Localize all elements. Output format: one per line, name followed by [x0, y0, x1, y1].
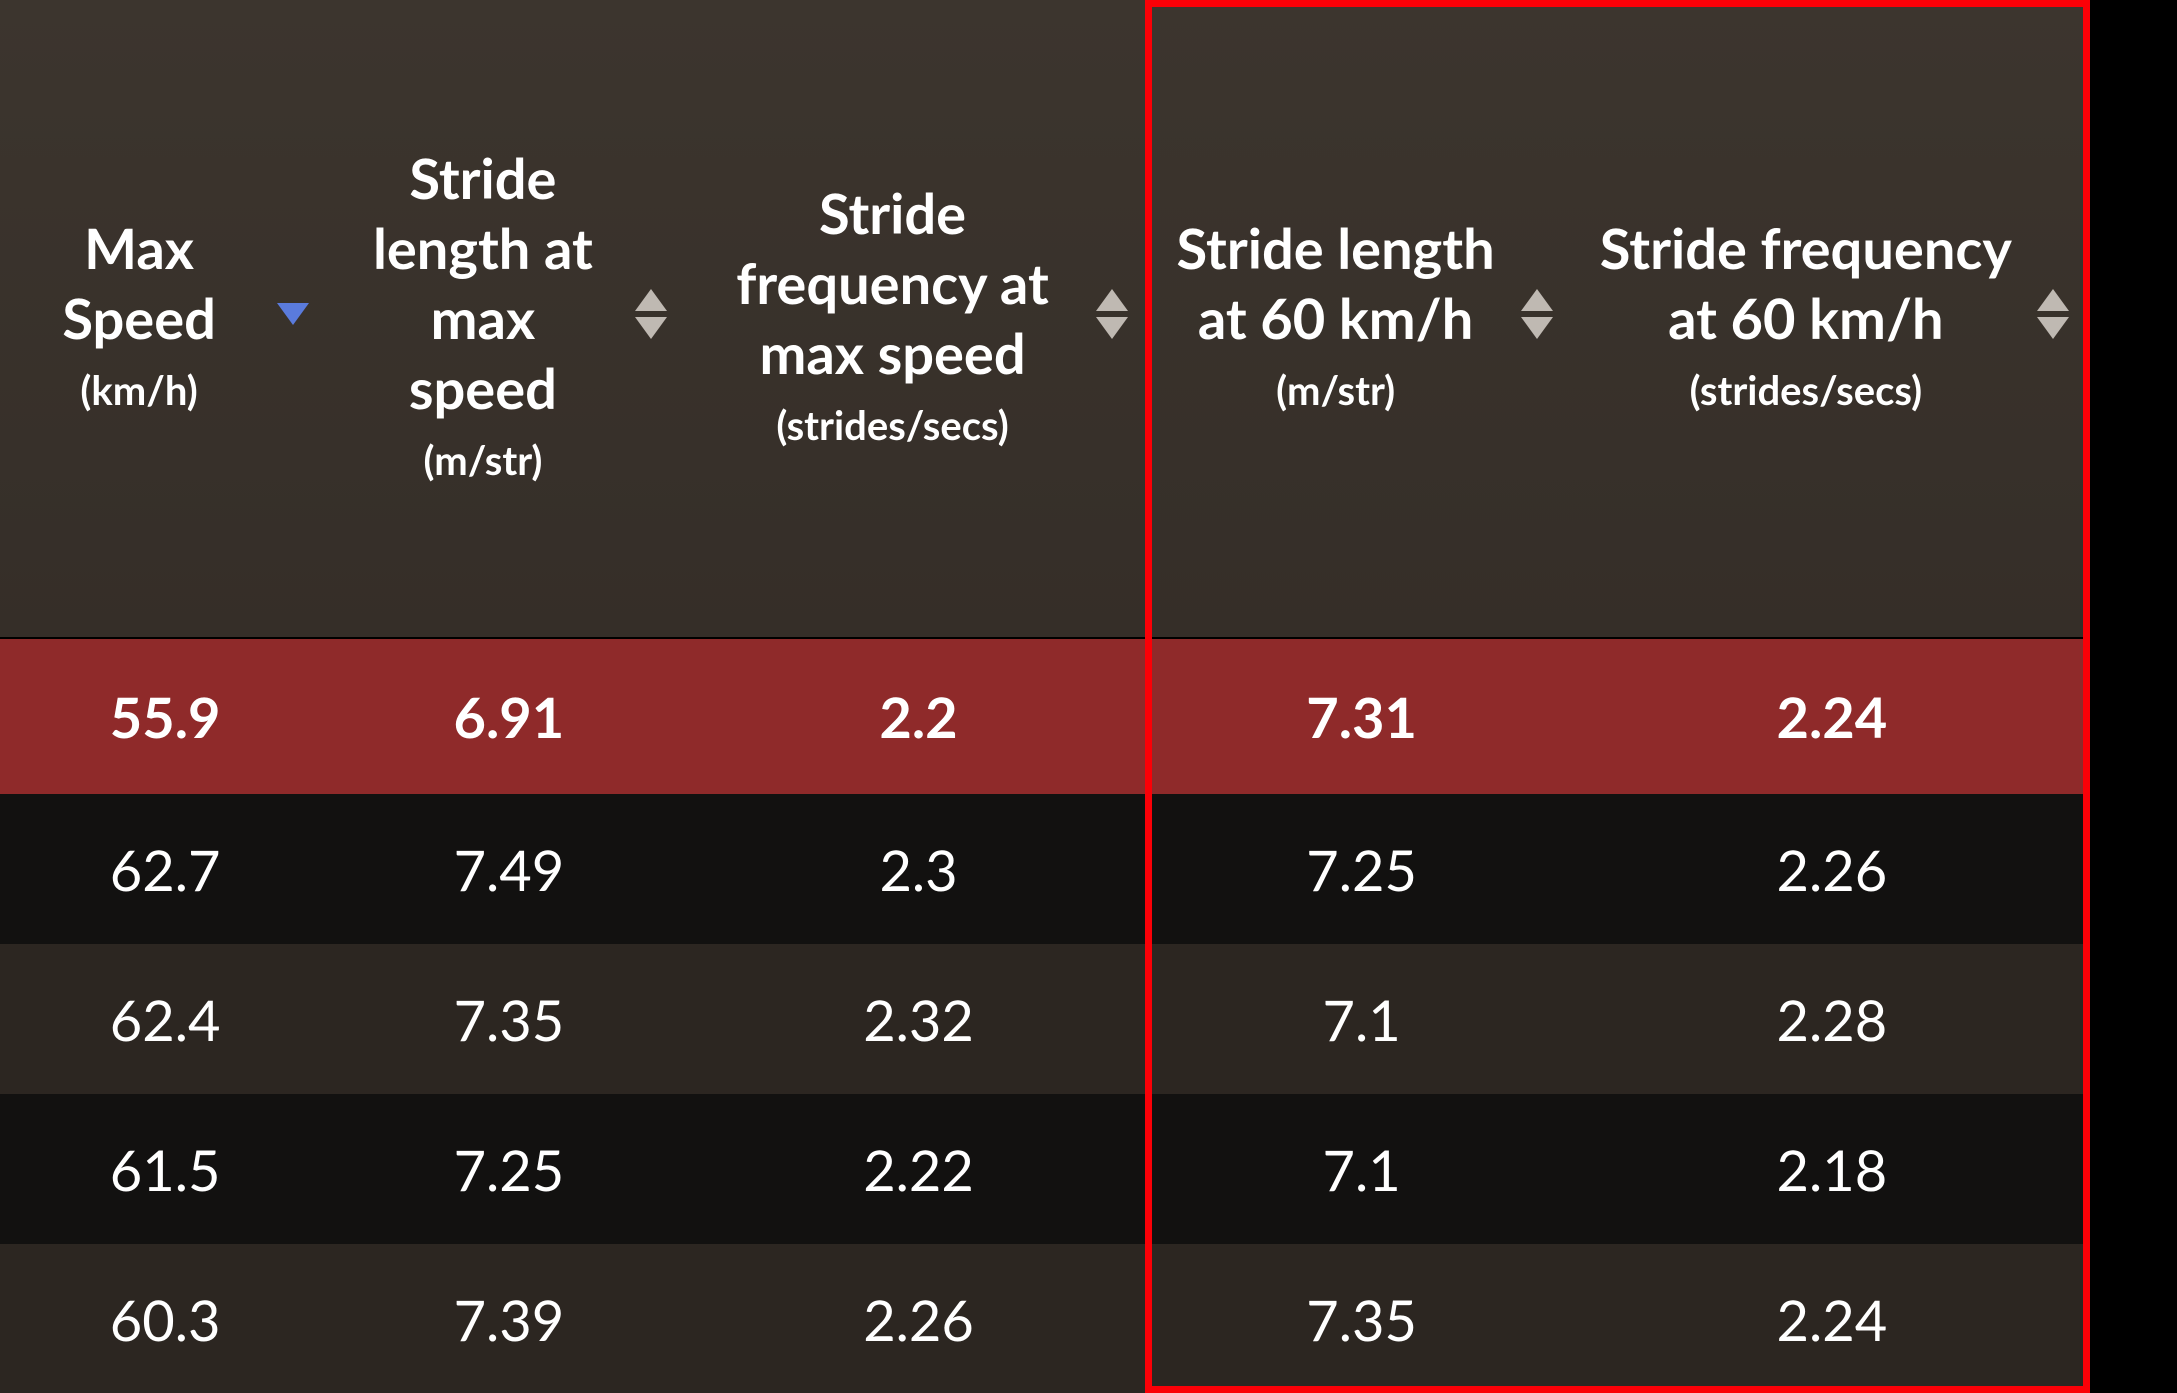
cell-stride_len_max: 7.39: [330, 1244, 687, 1393]
cell-stride_len_max: 7.35: [330, 944, 687, 1094]
column-header-text: Stride frequency at max speed (strides/se…: [708, 178, 1078, 450]
table-row[interactable]: 62.47.352.327.12.28: [0, 944, 2090, 1094]
column-title: Stride length at max speed: [350, 143, 615, 423]
column-unit: (strides/secs): [708, 400, 1078, 450]
cell-stride_len_60: 7.25: [1149, 794, 1573, 944]
cell-stride_freq_60: 2.28: [1574, 944, 2090, 1094]
column-unit: (m/str): [1169, 365, 1501, 415]
cell-max_speed: 60.3: [0, 1244, 330, 1393]
cell-stride_freq_max: 2.26: [688, 1244, 1150, 1393]
column-unit: (km/h): [20, 365, 258, 415]
column-unit: (m/str): [350, 435, 615, 485]
cell-max_speed: 61.5: [0, 1094, 330, 1244]
column-header-text: Stride length at max speed (m/str): [350, 143, 615, 485]
table-row[interactable]: 55.96.912.27.312.24: [0, 638, 2090, 794]
cell-stride_len_max: 6.91: [330, 638, 687, 794]
cell-stride_freq_max: 2.22: [688, 1094, 1150, 1244]
cell-stride_freq_max: 2.3: [688, 794, 1150, 944]
cell-stride_len_max: 7.25: [330, 1094, 687, 1244]
cell-stride_len_60: 7.1: [1149, 1094, 1573, 1244]
table-row[interactable]: 61.57.252.227.12.18: [0, 1094, 2090, 1244]
cell-stride_freq_max: 2.2: [688, 638, 1150, 794]
table-row[interactable]: 62.77.492.37.252.26: [0, 794, 2090, 944]
column-header-stride_freq_60[interactable]: Stride frequency at 60 km/h (strides/secs…: [1574, 0, 2090, 638]
column-title: Stride frequency at max speed: [708, 178, 1078, 388]
cell-max_speed: 55.9: [0, 638, 330, 794]
table-header-row: Max Speed (km/h) Stride length at max spee…: [0, 0, 2090, 638]
sort-icon[interactable]: [1520, 284, 1554, 344]
column-header-stride_freq_max[interactable]: Stride frequency at max speed (strides/se…: [688, 0, 1150, 638]
table-row[interactable]: 60.37.392.267.352.24: [0, 1244, 2090, 1393]
cell-stride_freq_60: 2.24: [1574, 1244, 2090, 1393]
cell-stride_freq_60: 2.26: [1574, 794, 2090, 944]
column-title: Stride frequency at 60 km/h: [1594, 213, 2018, 353]
sort-icon[interactable]: [2036, 284, 2070, 344]
column-title: Max Speed: [20, 213, 258, 353]
column-title: Stride length at 60 km/h: [1169, 213, 1501, 353]
cell-max_speed: 62.7: [0, 794, 330, 944]
column-header-text: Stride frequency at 60 km/h (strides/secs…: [1594, 213, 2018, 415]
sort-icon[interactable]: [634, 284, 668, 344]
cell-stride_freq_max: 2.32: [688, 944, 1150, 1094]
column-header-stride_len_60[interactable]: Stride length at 60 km/h (m/str): [1149, 0, 1573, 638]
cell-stride_len_60: 7.31: [1149, 638, 1573, 794]
sort-icon[interactable]: [276, 284, 310, 344]
data-table: Max Speed (km/h) Stride length at max spee…: [0, 0, 2090, 1393]
cell-max_speed: 62.4: [0, 944, 330, 1094]
cell-stride_len_60: 7.35: [1149, 1244, 1573, 1393]
column-unit: (strides/secs): [1594, 365, 2018, 415]
column-header-max_speed[interactable]: Max Speed (km/h): [0, 0, 330, 638]
cell-stride_len_max: 7.49: [330, 794, 687, 944]
stride-data-table: Max Speed (km/h) Stride length at max spee…: [0, 0, 2090, 1393]
column-header-stride_len_max[interactable]: Stride length at max speed (m/str): [330, 0, 687, 638]
cell-stride_freq_60: 2.24: [1574, 638, 2090, 794]
column-header-text: Stride length at 60 km/h (m/str): [1169, 213, 1501, 415]
sort-icon[interactable]: [1095, 284, 1129, 344]
cell-stride_len_60: 7.1: [1149, 944, 1573, 1094]
column-header-text: Max Speed (km/h): [20, 213, 258, 415]
cell-stride_freq_60: 2.18: [1574, 1094, 2090, 1244]
